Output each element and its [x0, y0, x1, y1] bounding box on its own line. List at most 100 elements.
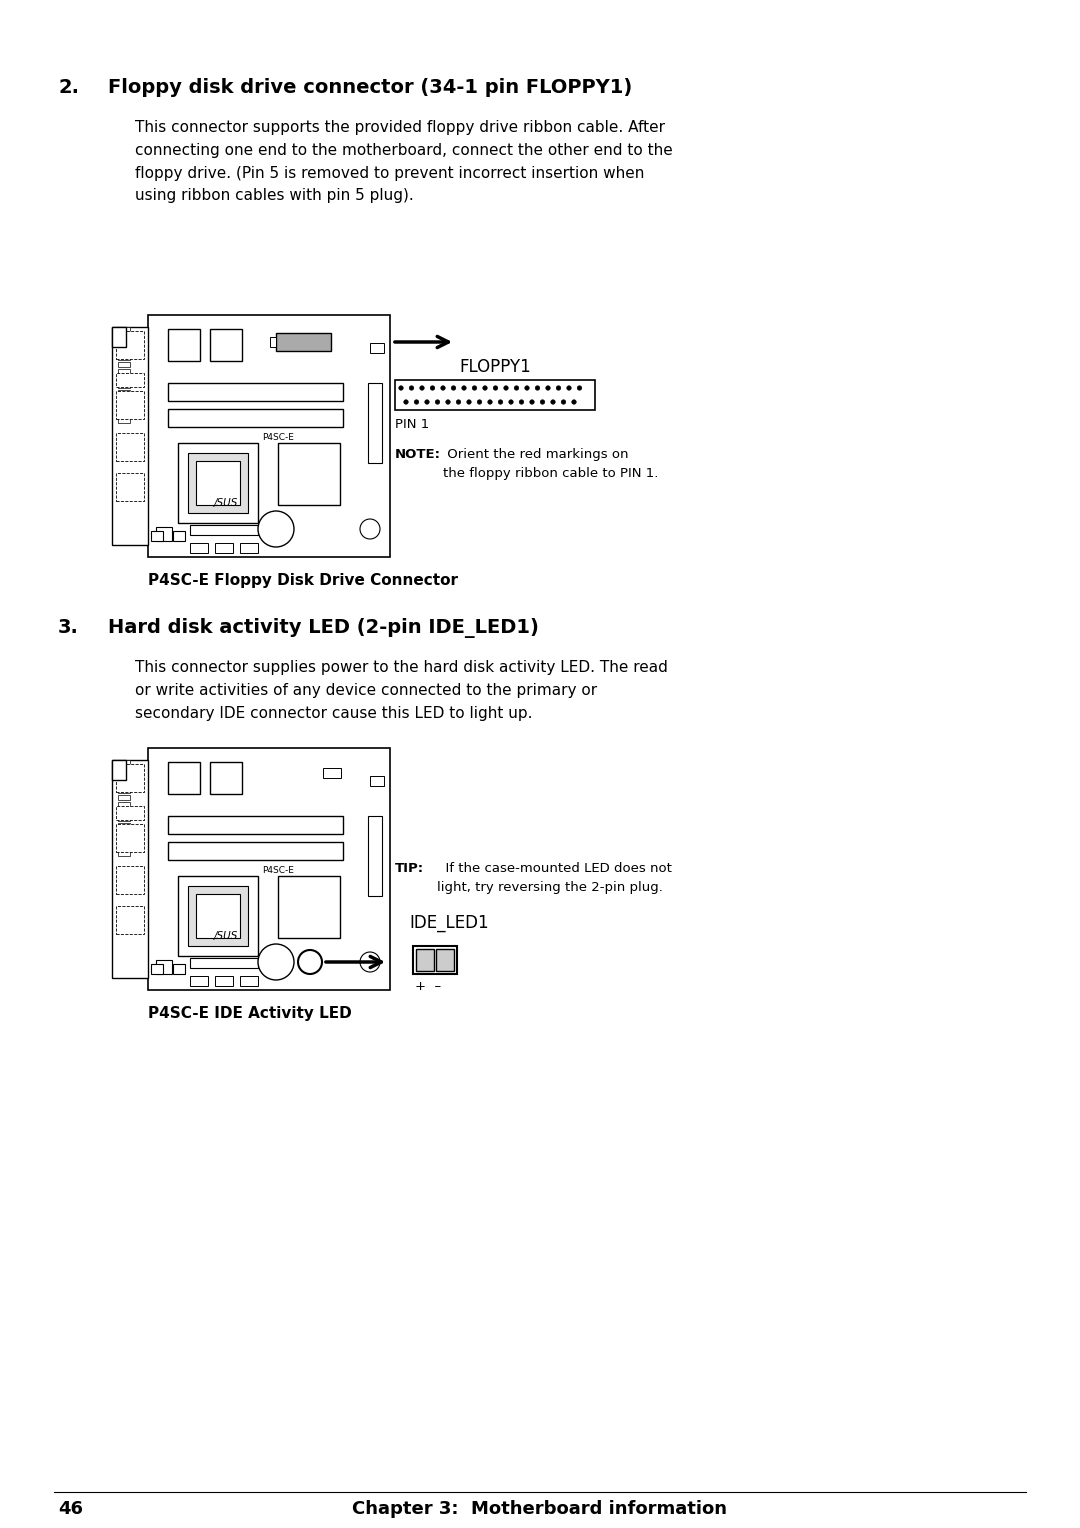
Text: IDE_LED1: IDE_LED1: [409, 914, 488, 932]
Circle shape: [360, 520, 380, 539]
Circle shape: [536, 385, 540, 390]
Circle shape: [451, 385, 456, 390]
Bar: [156, 527, 172, 541]
Bar: [151, 532, 163, 541]
Circle shape: [498, 400, 502, 405]
Bar: [278, 876, 340, 938]
Bar: [178, 876, 258, 957]
Bar: [118, 843, 130, 850]
Bar: [370, 342, 384, 353]
Bar: [118, 376, 130, 380]
Text: 2.: 2.: [58, 78, 79, 96]
Circle shape: [567, 385, 571, 390]
Circle shape: [530, 400, 535, 405]
Bar: [195, 894, 240, 938]
Bar: [370, 776, 384, 785]
Circle shape: [483, 385, 487, 390]
Circle shape: [556, 385, 561, 390]
Bar: [168, 816, 343, 834]
Bar: [276, 333, 330, 351]
Circle shape: [420, 385, 424, 390]
Bar: [118, 362, 130, 367]
Bar: [118, 788, 130, 793]
Circle shape: [562, 400, 566, 405]
Bar: [210, 329, 242, 361]
Circle shape: [430, 385, 435, 390]
Text: P4SC-E: P4SC-E: [262, 866, 294, 876]
Bar: [118, 390, 130, 396]
Bar: [168, 762, 200, 795]
Bar: [118, 837, 130, 842]
Bar: [118, 830, 130, 834]
Circle shape: [298, 950, 322, 973]
Circle shape: [509, 400, 513, 405]
Circle shape: [258, 944, 294, 979]
Circle shape: [578, 385, 582, 390]
Bar: [215, 976, 233, 986]
Bar: [116, 391, 144, 419]
Circle shape: [424, 400, 429, 405]
Bar: [112, 327, 148, 545]
Bar: [395, 380, 595, 410]
Circle shape: [519, 400, 524, 405]
Circle shape: [494, 385, 498, 390]
Bar: [116, 906, 144, 934]
Bar: [436, 949, 454, 970]
Circle shape: [571, 400, 577, 405]
Circle shape: [457, 400, 461, 405]
Circle shape: [360, 952, 380, 972]
Text: 46: 46: [58, 1500, 83, 1517]
Circle shape: [503, 385, 509, 390]
Bar: [116, 474, 144, 501]
Bar: [168, 329, 200, 361]
Bar: [178, 443, 258, 523]
Bar: [270, 338, 276, 347]
Circle shape: [488, 400, 492, 405]
Bar: [168, 410, 343, 426]
Bar: [416, 949, 434, 970]
Circle shape: [540, 400, 544, 405]
Bar: [368, 816, 382, 895]
Bar: [116, 805, 144, 821]
Text: NOTE:: NOTE:: [395, 448, 441, 461]
Bar: [118, 759, 130, 766]
Bar: [188, 886, 248, 946]
Text: 3.: 3.: [58, 617, 79, 637]
Circle shape: [435, 400, 440, 405]
Text: /SUS: /SUS: [214, 931, 239, 941]
Circle shape: [551, 400, 555, 405]
Circle shape: [472, 385, 476, 390]
Bar: [116, 432, 144, 461]
Text: PIN 1: PIN 1: [395, 419, 429, 431]
Circle shape: [514, 385, 518, 390]
Circle shape: [415, 400, 419, 405]
Bar: [118, 419, 130, 423]
Bar: [240, 976, 258, 986]
Circle shape: [525, 385, 529, 390]
Bar: [168, 842, 343, 860]
Bar: [118, 781, 130, 785]
Bar: [112, 759, 126, 779]
Bar: [173, 532, 185, 541]
Bar: [118, 341, 130, 345]
Bar: [118, 384, 130, 388]
Text: P4SC-E Floppy Disk Drive Connector: P4SC-E Floppy Disk Drive Connector: [148, 573, 458, 588]
Bar: [195, 461, 240, 504]
Text: P4SC-E: P4SC-E: [262, 432, 294, 442]
Bar: [151, 964, 163, 973]
Text: P4SC-E IDE Activity LED: P4SC-E IDE Activity LED: [148, 1005, 352, 1021]
Bar: [148, 749, 390, 990]
Bar: [156, 960, 172, 973]
Bar: [118, 795, 130, 801]
Bar: [112, 327, 126, 347]
Bar: [118, 411, 130, 416]
Circle shape: [446, 400, 450, 405]
Text: TIP:: TIP:: [395, 862, 424, 876]
Text: +  –: + –: [415, 979, 441, 993]
Bar: [190, 976, 208, 986]
Bar: [168, 384, 343, 400]
Bar: [368, 384, 382, 463]
Bar: [413, 946, 457, 973]
Text: If the case-mounted LED does not
light, try reversing the 2-pin plug.: If the case-mounted LED does not light, …: [437, 862, 672, 894]
Text: Chapter 3:  Motherboard information: Chapter 3: Motherboard information: [352, 1500, 728, 1517]
